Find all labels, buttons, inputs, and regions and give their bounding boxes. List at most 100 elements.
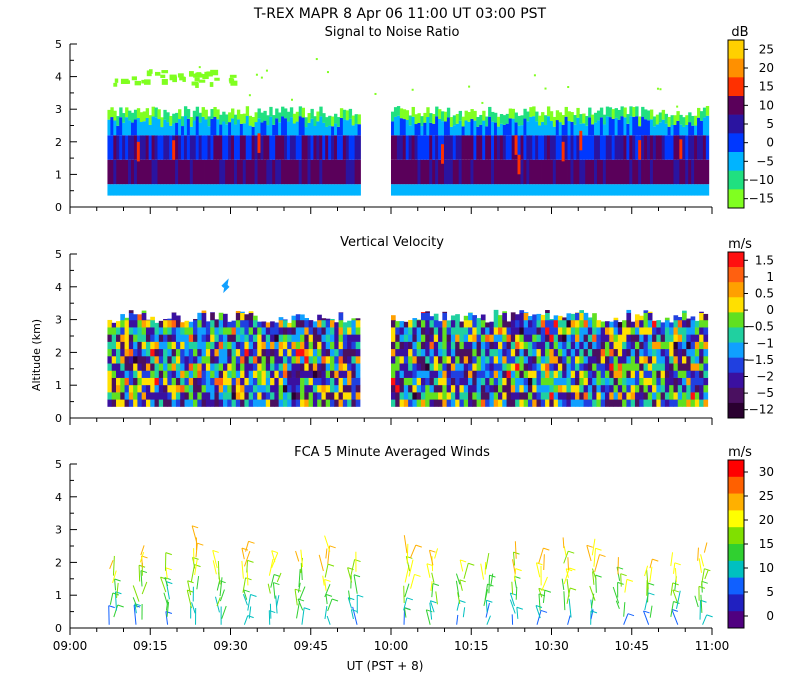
velocity-cell (596, 399, 602, 407)
velocity-cell (579, 399, 584, 407)
wind-barb (165, 599, 169, 611)
snr-cell (585, 116, 589, 126)
snr-cell (482, 110, 486, 121)
velocity-cell (391, 363, 396, 371)
snr-cell (626, 135, 630, 160)
velocity-cell (605, 392, 610, 400)
velocity-cell (617, 363, 623, 371)
velocity-cell (347, 370, 352, 378)
velocity-cell (609, 377, 614, 386)
velocity-cell (214, 319, 220, 328)
velocity-cell (107, 327, 113, 335)
snr-cell (166, 184, 170, 196)
velocity-cell (425, 384, 430, 393)
velocity-cell (455, 399, 460, 407)
velocity-cell (545, 319, 550, 328)
velocity-cell (622, 399, 627, 407)
velocity-cell (605, 370, 610, 378)
velocity-cell (197, 392, 203, 400)
velocity-cell (476, 377, 482, 386)
snr-cell (594, 112, 598, 123)
velocity-cell (468, 312, 473, 321)
wind-barb (456, 614, 459, 625)
velocity-cell (240, 370, 245, 378)
velocity-cell (493, 312, 499, 321)
velocity-cell (210, 334, 215, 342)
velocity-cell (493, 384, 499, 393)
snr-cell (328, 135, 332, 160)
velocity-cell (566, 313, 572, 321)
velocity-cell (566, 319, 572, 328)
wind-barb (271, 550, 276, 563)
velocity-cell (703, 384, 709, 393)
velocity-cell (690, 370, 696, 378)
snr-cell (632, 116, 636, 136)
snr-cell (458, 135, 463, 160)
velocity-cell (342, 377, 348, 386)
wind-barb (649, 566, 653, 583)
velocity-cell (476, 399, 482, 407)
velocity-cell (120, 399, 125, 407)
y-tick-label: 0 (55, 201, 62, 214)
snr-cell (629, 116, 633, 136)
snr-cell (464, 184, 468, 196)
velocity-cell (540, 319, 546, 328)
snr-hot-cell (257, 133, 261, 153)
velocity-cell (175, 341, 181, 350)
velocity-cell (669, 392, 674, 400)
snr-cell (449, 126, 454, 136)
snr-cell (310, 118, 314, 136)
snr-cell (130, 112, 135, 123)
velocity-cell (664, 348, 670, 357)
snr-cell (284, 135, 288, 160)
snr-cell (443, 111, 448, 122)
velocity-cell (235, 312, 241, 321)
velocity-cell (312, 334, 318, 342)
snr-cell (435, 159, 439, 185)
velocity-cell (150, 363, 155, 371)
velocity-cell (116, 327, 121, 335)
velocity-cell (515, 370, 520, 378)
snr-cell (591, 159, 595, 185)
snr-cell (411, 135, 415, 160)
snr-cell (582, 159, 586, 185)
velocity-cell (193, 399, 198, 407)
snr-cell (295, 159, 300, 185)
velocity-cell (408, 334, 413, 342)
velocity-cell (459, 334, 465, 342)
snr-cell (473, 120, 477, 136)
wind-barb-flag (108, 605, 115, 609)
velocity-cell (124, 392, 130, 400)
snr-cell (351, 125, 356, 136)
wind-barb (429, 600, 435, 613)
velocity-cell (656, 392, 662, 400)
snr-cell (222, 184, 226, 196)
velocity-cell (438, 384, 443, 393)
velocity-cell (128, 363, 134, 371)
velocity-cell (600, 377, 606, 386)
wind-barb (160, 576, 167, 593)
velocity-cell (201, 384, 207, 393)
snr-cell (328, 159, 332, 185)
velocity-cell (295, 327, 301, 335)
snr-cell (248, 159, 253, 185)
wind-barb-flag (165, 552, 172, 556)
snr-cell (284, 159, 288, 185)
snr-cell (552, 135, 557, 160)
snr-cell (342, 109, 347, 120)
snr-cell (245, 115, 250, 136)
velocity-cell (450, 370, 456, 378)
velocity-cell (317, 327, 322, 335)
velocity-cell (120, 377, 125, 386)
snr-cell (705, 159, 710, 185)
velocity-cell (321, 399, 327, 407)
velocity-cell (163, 334, 168, 342)
velocity-cell (639, 384, 644, 393)
snr-cell (313, 159, 317, 185)
snr-cell (517, 184, 521, 196)
snr-cell (393, 159, 398, 185)
velocity-cell (519, 356, 525, 364)
wind-barb-flag (117, 604, 124, 608)
snr-cell (342, 119, 347, 136)
snr-cell (685, 184, 689, 196)
